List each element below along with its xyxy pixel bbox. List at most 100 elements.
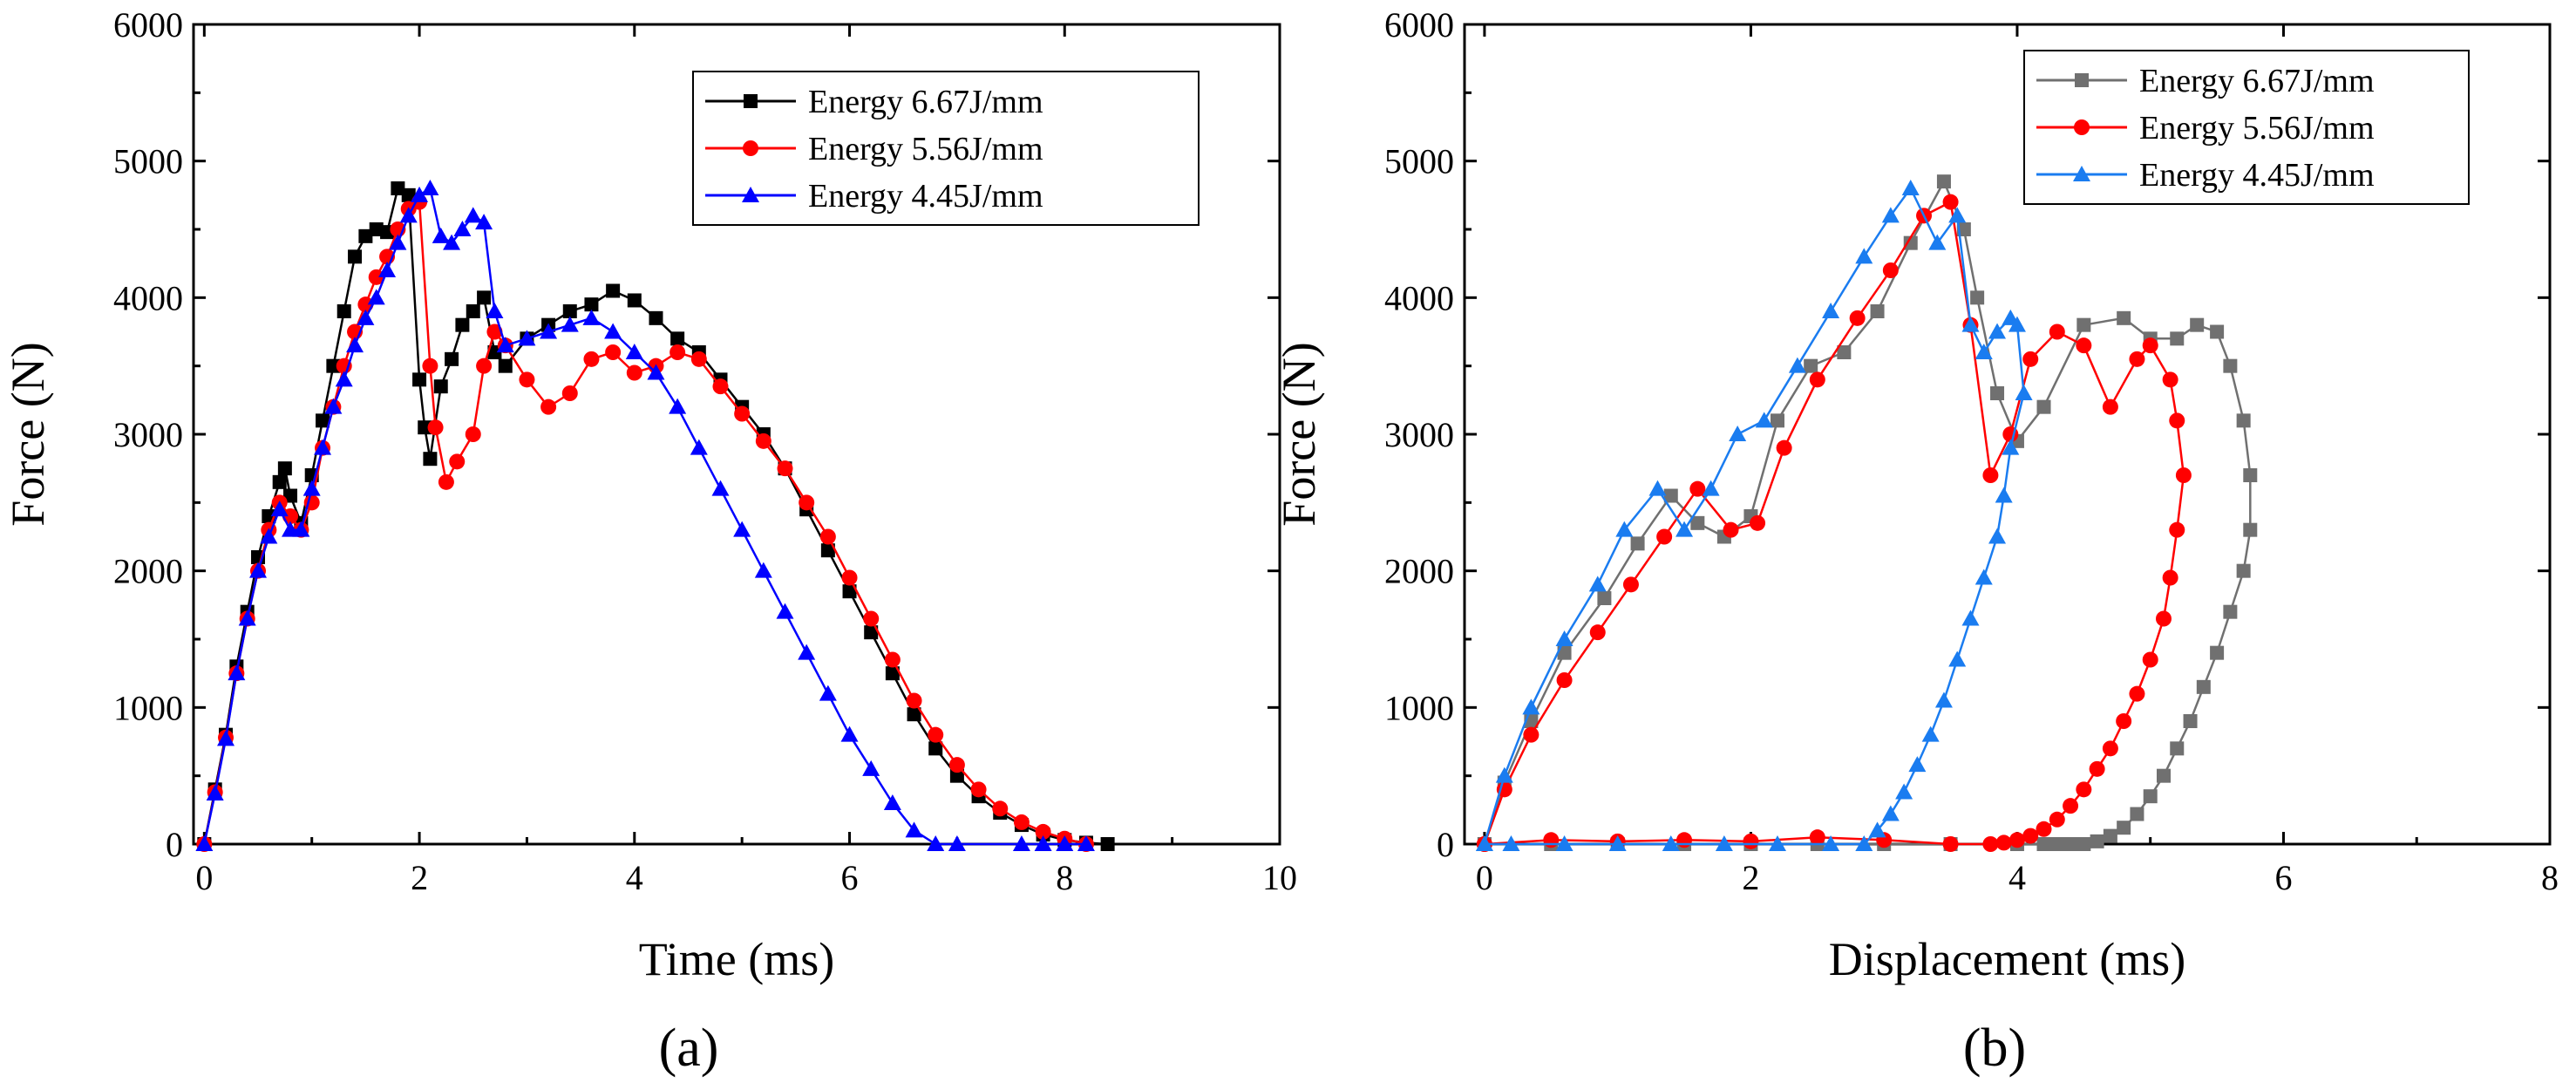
data-point bbox=[466, 304, 480, 318]
x-tick-label: 4 bbox=[2008, 858, 2026, 897]
data-point bbox=[625, 344, 643, 359]
data-point bbox=[583, 351, 600, 367]
data-point bbox=[498, 358, 513, 373]
data-point bbox=[399, 207, 418, 223]
data-point bbox=[1804, 358, 1818, 373]
data-point bbox=[238, 610, 256, 626]
data-point bbox=[690, 351, 707, 367]
data-point bbox=[883, 794, 901, 810]
data-point bbox=[1948, 651, 1967, 667]
data-point bbox=[2223, 604, 2238, 619]
data-point bbox=[443, 234, 461, 250]
data-point bbox=[449, 453, 466, 470]
data-point bbox=[2170, 741, 2185, 756]
data-point bbox=[2169, 412, 2185, 429]
data-point bbox=[335, 371, 353, 387]
x-tick-label: 2 bbox=[1742, 858, 1759, 897]
y-tick-label: 6000 bbox=[113, 5, 183, 44]
data-point bbox=[2223, 358, 2238, 373]
data-point bbox=[1961, 610, 1980, 626]
data-point bbox=[841, 569, 858, 586]
data-point bbox=[1755, 412, 1773, 428]
data-point bbox=[2190, 317, 2205, 332]
data-point bbox=[433, 379, 448, 394]
data-point bbox=[1928, 234, 1947, 250]
y-tick-label: 4000 bbox=[1384, 278, 1454, 317]
data-point bbox=[1656, 528, 1673, 545]
data-point bbox=[391, 181, 405, 195]
x-tick-label: 6 bbox=[2274, 858, 2292, 897]
data-point bbox=[1768, 835, 1786, 851]
legend-label: Energy 5.56J/mm bbox=[2139, 110, 2375, 146]
y-tick-label: 1000 bbox=[1384, 688, 1454, 727]
data-point bbox=[1077, 835, 1095, 851]
data-point bbox=[1995, 835, 2012, 851]
y-tick-label: 3000 bbox=[1384, 415, 1454, 454]
data-point bbox=[627, 293, 642, 308]
legend-label: Energy 4.45J/mm bbox=[2139, 157, 2375, 194]
data-point bbox=[647, 364, 665, 380]
data-point bbox=[1588, 576, 1607, 592]
series-circle-1 bbox=[196, 194, 1094, 852]
data-point bbox=[948, 835, 966, 851]
data-point bbox=[1690, 515, 1705, 530]
data-point bbox=[2130, 807, 2144, 821]
data-point bbox=[2129, 351, 2145, 367]
x-tick-label: 8 bbox=[1056, 858, 1073, 897]
data-point bbox=[1770, 413, 1784, 428]
data-point bbox=[477, 290, 492, 305]
data-point bbox=[2155, 610, 2172, 627]
data-point bbox=[1543, 832, 1560, 848]
legend-marker bbox=[743, 140, 758, 156]
legend-label: Energy 6.67J/mm bbox=[808, 84, 1043, 120]
data-point bbox=[1961, 316, 1980, 332]
data-point bbox=[819, 528, 836, 545]
x-tick-label: 0 bbox=[1476, 858, 1493, 897]
y-tick-label: 1000 bbox=[113, 688, 183, 727]
panel-a: 0 2 4 6 8 10 0 1000 2000 3000 4000 5000 6000 Time (ms… bbox=[2, 5, 1297, 1078]
data-point bbox=[1035, 823, 1051, 840]
data-point bbox=[1475, 835, 1493, 851]
data-point bbox=[2236, 563, 2251, 578]
data-point bbox=[1597, 591, 1612, 605]
data-point bbox=[336, 304, 351, 318]
data-point bbox=[669, 398, 687, 414]
data-point bbox=[378, 262, 397, 277]
data-point bbox=[649, 310, 663, 325]
data-point bbox=[412, 372, 427, 387]
series-line bbox=[203, 186, 1086, 846]
legend-box bbox=[692, 71, 1200, 226]
data-point bbox=[401, 187, 416, 202]
data-point bbox=[1809, 371, 1825, 388]
data-point bbox=[1942, 836, 1959, 852]
data-point bbox=[754, 562, 772, 578]
legend-marker bbox=[2074, 119, 2090, 135]
legend-label: Energy 6.67J/mm bbox=[2139, 63, 2375, 99]
data-point bbox=[562, 304, 577, 318]
y-axis-title: Force (N) bbox=[2, 342, 54, 526]
data-point bbox=[1974, 569, 1993, 585]
data-point bbox=[1495, 766, 1513, 783]
data-point bbox=[2089, 760, 2105, 777]
data-point bbox=[1012, 835, 1030, 851]
y-tick-label: 0 bbox=[1437, 825, 1454, 864]
data-point bbox=[1982, 836, 1999, 852]
legend-entry: Energy 5.56J/mm bbox=[705, 131, 1043, 167]
legend-entry: Energy 6.67J/mm bbox=[705, 84, 1043, 120]
panel-label: (b) bbox=[1963, 1018, 2026, 1078]
data-point bbox=[885, 666, 900, 681]
data-point bbox=[1970, 290, 1985, 305]
data-point bbox=[2022, 351, 2039, 367]
data-point bbox=[2143, 789, 2158, 804]
series-square-0 bbox=[197, 181, 1115, 851]
data-point bbox=[357, 309, 375, 325]
y-tick-label: 3000 bbox=[113, 415, 183, 454]
data-point bbox=[1715, 835, 1733, 851]
data-point bbox=[2170, 331, 2185, 346]
data-point bbox=[496, 337, 514, 353]
data-point bbox=[690, 439, 708, 455]
data-point bbox=[905, 821, 923, 838]
data-point bbox=[864, 625, 879, 640]
data-point bbox=[798, 644, 816, 660]
x-axis-title: Displacement (ms) bbox=[1829, 933, 2185, 985]
